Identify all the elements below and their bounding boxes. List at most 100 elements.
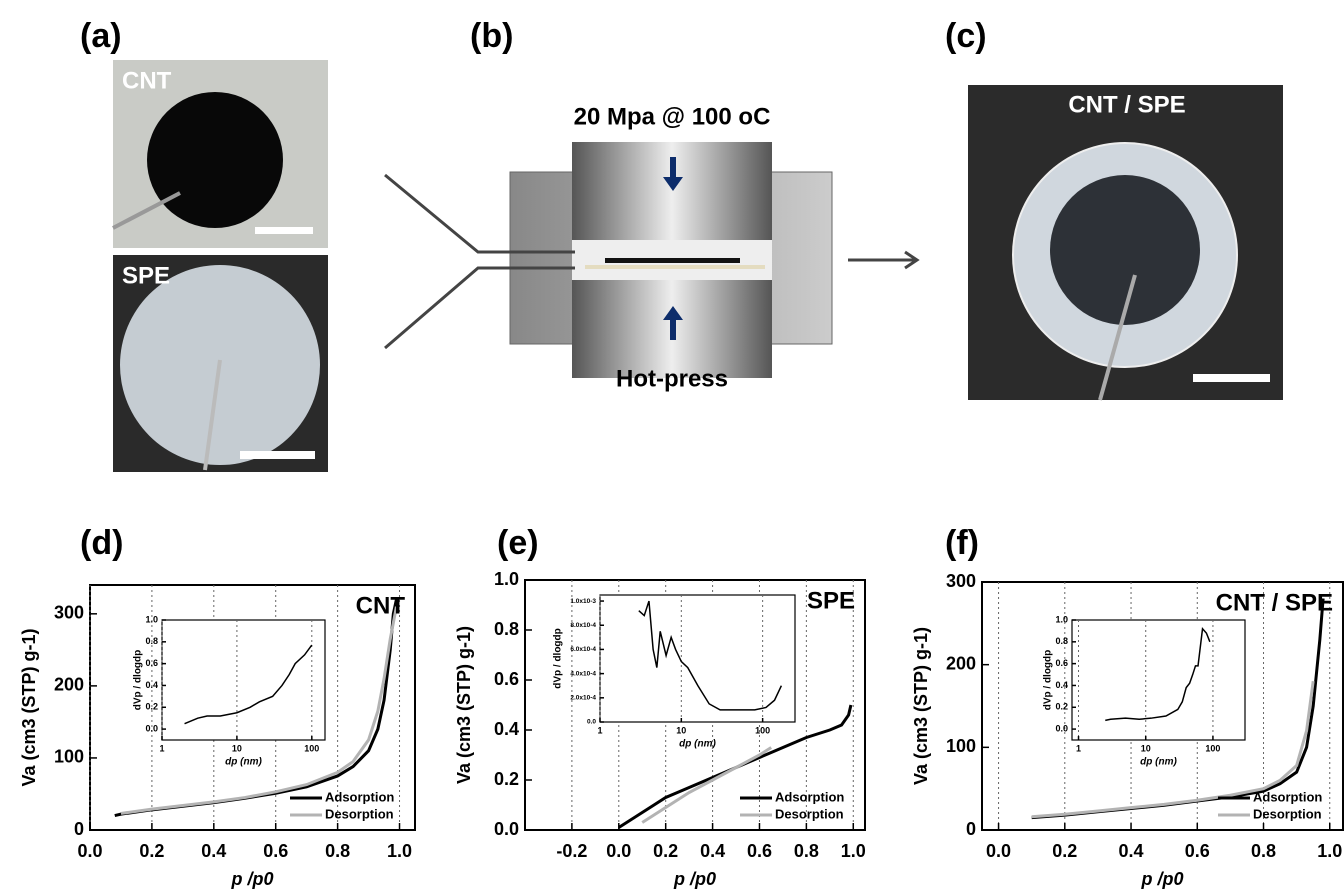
y-tick-label: 0.0 — [494, 819, 519, 839]
annotation: CNT — [356, 592, 406, 619]
x-axis-label: p /p0 — [1140, 869, 1183, 889]
y-tick-label: 0.2 — [494, 769, 519, 789]
annotation: SPE — [807, 587, 855, 614]
y-tick-label: 0.8 — [494, 619, 519, 639]
x-tick-label: 1 — [1076, 743, 1081, 753]
legend-label: Adsorption — [1253, 789, 1322, 804]
y-tick-label: 0.4 — [494, 719, 519, 739]
y-tick-label: 0.0 — [145, 723, 158, 733]
x-tick-label: 0.0 — [77, 841, 102, 861]
y-axis-label: Va (cm3 (STP) g-1) — [454, 626, 474, 784]
y-tick-label: 0.6 — [145, 658, 158, 668]
y-axis-label: dVp / dlogdp — [553, 628, 564, 689]
x-tick-label: 1.0 — [1317, 841, 1342, 861]
x-tick-label: 0.0 — [606, 841, 631, 861]
x-tick-label: 100 — [755, 725, 770, 735]
x-tick-label: 0.6 — [1185, 841, 1210, 861]
scale-bar — [1193, 374, 1270, 382]
y-tick-label: 100 — [54, 747, 84, 767]
x-tick-label: 1.0 — [387, 841, 412, 861]
figure: (a) CNT SPE (b) 20 Mpa @ 100 oC Hot-pres… — [0, 0, 1344, 891]
legend-label: Desorption — [775, 806, 844, 821]
x-tick-label: 1 — [159, 743, 164, 753]
y-tick-label: 0.6 — [494, 669, 519, 689]
y-tick-label: 1.0x10-3 — [570, 598, 596, 605]
x-tick-label: 0.2 — [139, 841, 164, 861]
y-tick-label: 100 — [946, 736, 976, 756]
legend-label: Desorption — [325, 806, 394, 821]
x-tick-label: 100 — [304, 743, 319, 753]
y-tick-label: 200 — [946, 653, 976, 673]
y-tick-label: 1.0 — [145, 614, 158, 624]
y-tick-label: 0.4 — [1055, 680, 1068, 690]
x-tick-label: 10 — [676, 725, 686, 735]
y-tick-label: 300 — [946, 571, 976, 591]
y-tick-label: 200 — [54, 675, 84, 695]
x-tick-label: 10 — [232, 743, 242, 753]
x-tick-label: 0.8 — [325, 841, 350, 861]
cnt-disk — [1050, 175, 1200, 325]
x-tick-label: 10 — [1141, 743, 1151, 753]
y-tick-label: 0.8 — [145, 636, 158, 646]
cnt-disk — [147, 92, 283, 228]
y-tick-label: 1.0 — [494, 569, 519, 589]
y-axis-label: Va (cm3 (STP) g-1) — [19, 628, 39, 786]
photo-label: CNT / SPE — [1068, 91, 1185, 118]
y-tick-label: 300 — [54, 603, 84, 623]
x-tick-label: 0.4 — [1119, 841, 1144, 861]
annotation: CNT / SPE — [1216, 589, 1333, 616]
x-tick-label: 100 — [1205, 743, 1220, 753]
y-tick-label: 8.0x10-4 — [570, 622, 596, 629]
y-tick-label: 0.0 — [1055, 723, 1068, 733]
x-tick-label: 0.4 — [201, 841, 226, 861]
photo-label: CNT — [122, 67, 172, 94]
scale-bar — [255, 227, 313, 234]
x-tick-label: 0.8 — [1251, 841, 1276, 861]
x-axis-label: p /p0 — [230, 869, 273, 889]
y-tick-label: 1.0 — [1055, 614, 1068, 624]
panel-label: (f) — [945, 524, 979, 562]
x-tick-label: 0.2 — [1052, 841, 1077, 861]
x-tick-label: 0.8 — [794, 841, 819, 861]
panel-label: (b) — [470, 17, 513, 55]
y-axis-label: dVp / dlogdp — [1043, 650, 1054, 711]
y-tick-label: 0.8 — [1055, 636, 1068, 646]
inset-frame — [600, 595, 795, 722]
inset-frame — [1072, 620, 1245, 740]
condition: 20 Mpa @ 100 oC — [574, 103, 771, 130]
panel-label: (c) — [945, 17, 987, 55]
x-axis-label: dp (nm) — [679, 739, 716, 750]
legend-label: Adsorption — [325, 789, 394, 804]
x-axis-label: dp (nm) — [1140, 757, 1177, 768]
x-axis-label: p /p0 — [673, 869, 716, 889]
y-tick-label: 0.4 — [145, 680, 158, 690]
caption: Hot-press — [616, 365, 728, 392]
panel-label: (e) — [497, 524, 539, 562]
spe-layer — [585, 265, 765, 269]
x-tick-label: 1.0 — [841, 841, 866, 861]
y-axis-label: dVp / dlogdp — [133, 650, 144, 711]
cnt-layer — [605, 258, 740, 263]
y-tick-label: 0.0 — [587, 719, 596, 726]
y-tick-label: 4.0x10-4 — [570, 670, 596, 677]
x-tick-label: 1 — [597, 725, 602, 735]
y-axis-label: Va (cm3 (STP) g-1) — [911, 627, 931, 785]
x-tick-label: 0.2 — [653, 841, 678, 861]
x-axis-label: dp (nm) — [225, 757, 262, 768]
scale-bar — [240, 451, 315, 459]
y-tick-label: 0.2 — [1055, 702, 1068, 712]
x-tick-label: 0.6 — [747, 841, 772, 861]
inset-frame — [162, 620, 325, 740]
panel-label: (d) — [80, 524, 123, 562]
panel-label: (a) — [80, 17, 122, 55]
y-tick-label: 0.6 — [1055, 658, 1068, 668]
legend-label: Adsorption — [775, 789, 844, 804]
y-tick-label: 0 — [74, 819, 84, 839]
upper-plate — [572, 142, 772, 240]
x-tick-label: 0.4 — [700, 841, 725, 861]
y-tick-label: 0.2 — [145, 702, 158, 712]
y-tick-label: 0 — [966, 819, 976, 839]
x-tick-label: 0.0 — [986, 841, 1011, 861]
photo-label: SPE — [122, 262, 170, 289]
